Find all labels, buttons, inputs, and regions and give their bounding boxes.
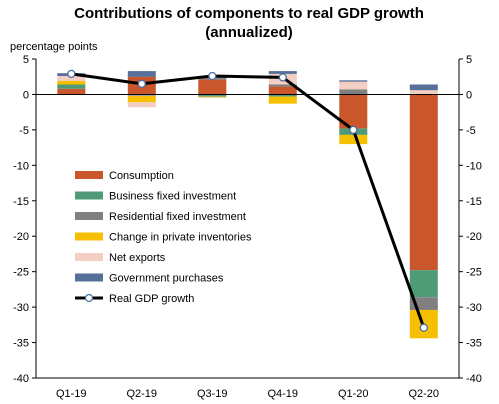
y-tick-label-right: -5 bbox=[466, 125, 476, 137]
legend-label: Residential fixed investment bbox=[109, 211, 246, 223]
x-tick-label: Q1-20 bbox=[338, 388, 369, 400]
bar-segment bbox=[409, 94, 438, 271]
bar-segment bbox=[57, 84, 86, 89]
bar-segment bbox=[268, 94, 297, 97]
bar-segment bbox=[198, 94, 227, 97]
y-tick-label-left: -35 bbox=[13, 338, 29, 350]
y-tick-label-right: -10 bbox=[466, 160, 482, 172]
legend-swatch bbox=[75, 232, 103, 241]
chart-title-line1: Contributions of components to real GDP … bbox=[74, 5, 424, 22]
chart-title-line2: (annualized) bbox=[205, 24, 293, 41]
bar-segment bbox=[57, 76, 86, 81]
y-tick-label-left: -40 bbox=[13, 373, 29, 385]
y-tick-label-left: -25 bbox=[13, 267, 29, 279]
bar-segment bbox=[339, 134, 368, 145]
x-tick-label: Q2-19 bbox=[126, 388, 157, 400]
legend-label: Change in private inventories bbox=[109, 232, 252, 244]
bar-segment bbox=[339, 89, 368, 95]
bar-segment bbox=[127, 71, 156, 77]
y-tick-label-left: -5 bbox=[19, 125, 29, 137]
y-tick-label-right: -35 bbox=[466, 338, 482, 350]
legend-swatch bbox=[75, 171, 103, 179]
legend-label: Government purchases bbox=[109, 273, 224, 285]
bar-segment bbox=[127, 95, 156, 103]
x-tick-label: Q4-19 bbox=[267, 388, 298, 400]
gdp-line bbox=[71, 72, 426, 329]
bar-segment bbox=[268, 71, 297, 74]
bar-segment bbox=[409, 270, 438, 298]
bar-segment bbox=[127, 102, 156, 108]
y-tick-label-right: -15 bbox=[466, 196, 482, 208]
bar-segment bbox=[268, 96, 297, 104]
bar-segment bbox=[409, 84, 438, 91]
bar-segment bbox=[198, 79, 227, 95]
gdp-point bbox=[419, 323, 428, 332]
x-tick-label: Q3-19 bbox=[197, 388, 228, 400]
y-tick-label-right: 5 bbox=[466, 54, 472, 66]
y-axis-label: percentage points bbox=[10, 41, 98, 53]
x-tick-label: Q2-20 bbox=[408, 388, 439, 400]
bar-segment bbox=[57, 88, 86, 95]
y-tick-label-right: -20 bbox=[466, 231, 482, 243]
y-tick-label-left: 0 bbox=[23, 89, 29, 101]
gdp-point bbox=[137, 79, 146, 88]
y-tick-label-left: -30 bbox=[13, 302, 29, 314]
x-tick-label: Q1-19 bbox=[56, 388, 87, 400]
legend-swatch bbox=[75, 212, 103, 220]
legend-label: Business fixed investment bbox=[109, 191, 236, 203]
gdp-point bbox=[67, 69, 76, 79]
legend-label: Consumption bbox=[109, 170, 174, 182]
y-tick-label-right: -30 bbox=[466, 302, 482, 314]
legend-label: Net exports bbox=[109, 252, 166, 264]
y-tick-label-right: -40 bbox=[466, 373, 482, 385]
legend-swatch bbox=[75, 191, 103, 200]
legend-line-marker bbox=[84, 293, 94, 303]
bar-segment bbox=[409, 90, 438, 95]
gdp-point bbox=[349, 125, 358, 135]
legend: Consumption Business fixed investment Resi… bbox=[75, 170, 252, 305]
y-tick-label-left: -10 bbox=[13, 160, 29, 172]
bar-segment bbox=[198, 97, 227, 98]
bar-segment bbox=[198, 96, 227, 98]
legend-swatch bbox=[75, 253, 103, 261]
legend-swatch bbox=[75, 273, 103, 282]
bar-segment bbox=[339, 81, 368, 90]
legend-label: Real GDP growth bbox=[109, 293, 194, 305]
gdp-point bbox=[208, 71, 217, 81]
bar-segment bbox=[268, 86, 297, 95]
y-tick-label-left: -15 bbox=[13, 196, 29, 208]
y-tick-label-left: -20 bbox=[13, 231, 29, 243]
y-tick-label-left: 5 bbox=[23, 54, 29, 66]
plot-area: 5 5 0 0 -5 -5 -10 -10 -15 -15 -20 -20 -25 -25 -30 -30 -3… bbox=[13, 54, 482, 400]
gdp-point bbox=[278, 73, 287, 82]
bar-segment bbox=[268, 84, 297, 87]
bar-segment bbox=[339, 80, 368, 82]
y-tick-label-right: -25 bbox=[466, 267, 482, 279]
y-tick-label-right: 0 bbox=[466, 89, 472, 101]
bar-segment bbox=[57, 81, 86, 85]
bar-segment bbox=[127, 95, 156, 96]
